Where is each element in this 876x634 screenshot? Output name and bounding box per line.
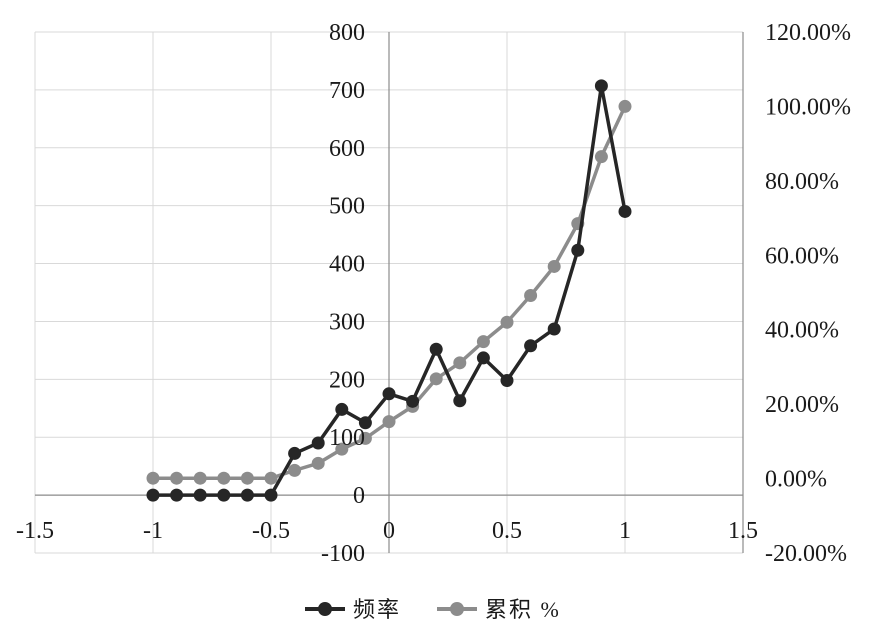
cumulative-point [217,471,231,485]
y-left-tick-label: 700 [329,78,365,104]
frequency-point [240,488,254,502]
frequency-point [311,436,325,450]
y-right-tick-label: -20.00% [765,541,847,567]
cumulative-point [524,288,538,302]
cumulative-point [476,335,490,349]
x-tick-label: 0 [383,518,395,544]
cumulative-point [500,315,514,329]
frequency-point [358,416,372,430]
tick-labels: -1.5 -1 -0.5 0 0.5 1 1.5 -100 0 100 200 300 400 500 60… [16,20,851,567]
y-right-tick-label: 60.00% [765,243,839,269]
y-right-tick-label: 100.00% [765,94,851,120]
cumulative-point [429,372,443,386]
frequency-point [217,488,231,502]
legend-marker-frequency [318,602,332,616]
frequency-point [146,488,160,502]
cumulative-point [193,471,207,485]
y-left-tick-label: 0 [353,483,365,509]
y-left-tick-label: 300 [329,309,365,335]
cumulative-point [453,356,467,370]
axes [35,32,744,553]
y-left-tick-label: 600 [329,136,365,162]
series-frequency [146,79,632,502]
cumulative-point [170,471,184,485]
frequency-point [264,488,278,502]
y-right-tick-label: 80.00% [765,169,839,195]
frequency-point [453,394,467,408]
y-right-tick-label: 120.00% [765,20,851,46]
frequency-point [547,322,561,336]
legend-label-cumulative: 累积 % [485,597,561,622]
frequency-point [429,342,443,356]
legend-marker-cumulative [450,602,464,616]
x-tick-label: -1 [143,518,163,544]
legend-label-frequency: 频率 [353,597,401,622]
cumulative-point [311,456,325,470]
cumulative-point [240,471,254,485]
frequency-point [476,351,490,365]
x-tick-label: -1.5 [16,518,54,544]
frequency-point [382,387,396,401]
frequency-point [571,243,585,257]
cumulative-point [358,431,372,445]
frequency-point [288,446,302,460]
cumulative-point [288,463,302,477]
y-left-tick-label: 200 [329,367,365,393]
frequency-point [618,204,632,218]
cumulative-point [594,150,608,164]
frequency-point [170,488,184,502]
cumulative-point [382,415,396,429]
y-left-tick-label: 500 [329,194,365,220]
frequency-point [406,394,420,408]
y-right-tick-label: 40.00% [765,318,839,344]
frequency-point [335,402,349,416]
cumulative-point [264,471,278,485]
frequency-point [524,339,538,353]
y-left-tick-label: 100 [329,425,365,451]
cumulative-point [335,442,349,456]
y-right-tick-label: 20.00% [765,392,839,418]
y-left-tick-label: -100 [321,541,365,567]
x-tick-label: 1 [619,518,631,544]
frequency-point [594,79,608,93]
y-right-tick-label: 0.00% [765,467,827,493]
legend: 频率 累积 % [305,597,561,622]
plot-area [146,79,632,502]
cumulative-point [146,471,160,485]
series-cumulative [146,99,632,485]
y-left-tick-label: 400 [329,252,365,278]
cumulative-point [547,259,561,273]
frequency-point [500,373,514,387]
frequency-point [193,488,207,502]
x-tick-label: 1.5 [728,518,758,544]
x-tick-label: 0.5 [492,518,522,544]
cumulative-point [618,99,632,113]
x-tick-label: -0.5 [252,518,290,544]
y-left-tick-label: 800 [329,20,365,46]
